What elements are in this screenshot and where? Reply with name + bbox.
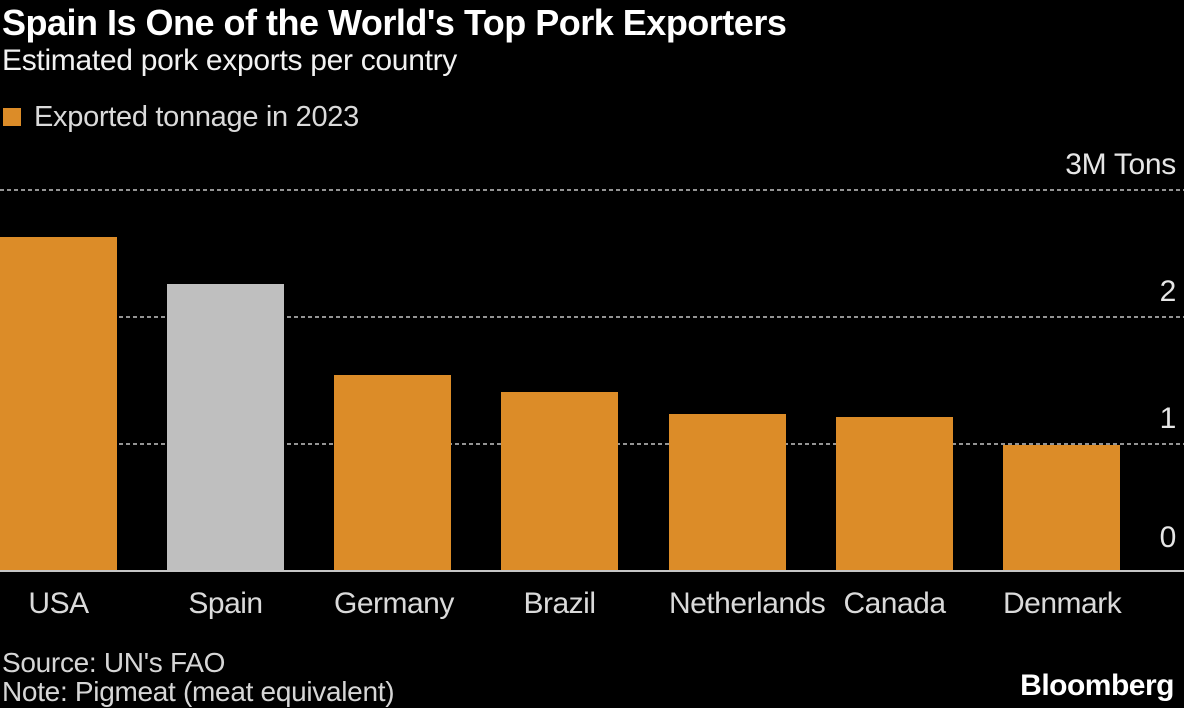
category-label: Spain: [188, 587, 263, 620]
source-text: Source: UN's FAO: [2, 647, 226, 678]
category-label: Netherlands: [669, 587, 826, 620]
category-label: Germany: [334, 587, 454, 620]
legend-swatch-icon: [3, 108, 21, 126]
legend: Exported tonnage in 2023: [3, 100, 359, 133]
bar-usa: [0, 237, 117, 571]
bar-netherlands: [669, 414, 786, 571]
gridline-3m: [0, 189, 1184, 191]
y-tick-label: 1: [1159, 402, 1177, 435]
gridline-2m: [0, 316, 1184, 318]
bar-canada: [836, 417, 953, 571]
note-text: Note: Pigmeat (meat equivalent): [2, 676, 395, 707]
chart-subtitle: Estimated pork exports per country: [2, 44, 458, 77]
category-label: USA: [28, 587, 89, 620]
bar-brazil: [501, 392, 618, 571]
bloomberg-logo: Bloomberg: [1020, 669, 1174, 702]
bar-denmark: [1003, 445, 1120, 571]
bar-spain: [167, 284, 284, 571]
y-tick-label: 3M Tons: [1065, 148, 1176, 181]
bar-germany: [334, 375, 451, 571]
x-axis-line: [0, 570, 1184, 572]
category-label: Canada: [843, 587, 946, 620]
legend-label: Exported tonnage in 2023: [34, 100, 359, 133]
category-label: Brazil: [523, 587, 596, 620]
chart-title: Spain Is One of the World's Top Pork Exp…: [2, 2, 787, 43]
category-label: Denmark: [1003, 587, 1122, 620]
y-tick-label: 2: [1159, 275, 1177, 308]
y-tick-label: 0: [1159, 521, 1177, 554]
